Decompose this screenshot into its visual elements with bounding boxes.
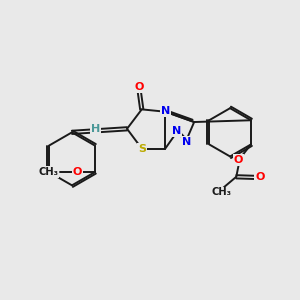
Text: N: N [182, 137, 191, 147]
Text: O: O [234, 155, 243, 165]
Text: S: S [138, 143, 146, 154]
Text: N: N [172, 126, 181, 136]
Text: O: O [135, 82, 144, 92]
Text: CH₃: CH₃ [212, 188, 232, 197]
Text: CH₃: CH₃ [38, 167, 58, 177]
Text: O: O [255, 172, 265, 182]
Text: O: O [73, 167, 82, 177]
Text: N: N [161, 106, 170, 116]
Text: H: H [91, 124, 101, 134]
